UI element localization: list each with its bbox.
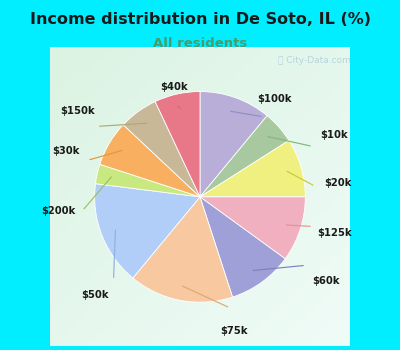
Text: $20k: $20k — [324, 177, 351, 188]
Text: ⓘ City-Data.com: ⓘ City-Data.com — [278, 56, 351, 65]
Text: $50k: $50k — [81, 290, 108, 300]
Wedge shape — [100, 125, 200, 197]
Text: $10k: $10k — [320, 130, 348, 140]
Text: $40k: $40k — [160, 82, 188, 92]
Wedge shape — [200, 197, 305, 259]
Wedge shape — [133, 197, 232, 302]
Text: $75k: $75k — [220, 326, 247, 336]
Text: $30k: $30k — [52, 146, 80, 156]
Wedge shape — [200, 197, 285, 297]
Wedge shape — [95, 184, 200, 278]
Wedge shape — [123, 102, 200, 197]
Wedge shape — [155, 92, 200, 197]
Text: $125k: $125k — [317, 228, 351, 238]
Wedge shape — [96, 164, 200, 197]
Text: Income distribution in De Soto, IL (%): Income distribution in De Soto, IL (%) — [30, 12, 370, 27]
Wedge shape — [200, 116, 289, 197]
Text: $100k: $100k — [257, 94, 292, 104]
Text: All residents: All residents — [153, 37, 247, 50]
Text: $200k: $200k — [42, 206, 76, 216]
Wedge shape — [200, 92, 267, 197]
Wedge shape — [200, 140, 305, 197]
Text: $60k: $60k — [312, 276, 340, 286]
Text: $150k: $150k — [60, 106, 95, 116]
